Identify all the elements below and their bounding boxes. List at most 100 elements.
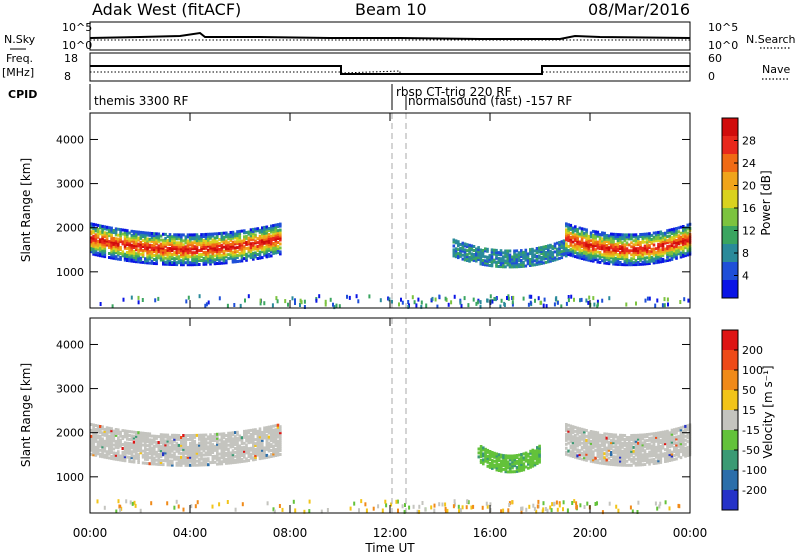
echo-cell bbox=[146, 261, 149, 265]
echo-cell bbox=[643, 240, 647, 244]
echo-cell bbox=[186, 457, 190, 461]
echo-cell bbox=[218, 456, 221, 460]
echo-cell bbox=[202, 441, 206, 445]
echo-cell bbox=[614, 455, 618, 459]
echo-cell bbox=[601, 239, 604, 243]
echo-cell bbox=[612, 463, 615, 467]
echo-cell bbox=[646, 435, 649, 438]
echo-cell bbox=[193, 241, 197, 245]
echo-cell bbox=[634, 435, 638, 439]
echo-cell bbox=[686, 452, 690, 455]
echo-cell bbox=[191, 245, 194, 249]
echo-cell bbox=[153, 434, 156, 438]
echo-cell bbox=[254, 455, 257, 459]
echo-cell bbox=[213, 456, 217, 460]
echo-cell bbox=[258, 429, 262, 433]
echo-cell bbox=[630, 235, 633, 239]
echo-cell bbox=[682, 238, 685, 242]
echo-cell bbox=[123, 455, 127, 459]
echo-cell bbox=[236, 442, 239, 446]
echo-cell bbox=[659, 433, 663, 437]
echo-cell bbox=[189, 445, 192, 449]
echo-cell bbox=[294, 301, 296, 305]
echo-cell bbox=[137, 461, 140, 464]
echo-cell bbox=[202, 252, 206, 256]
colorbar-tick-label: 20 bbox=[742, 180, 756, 193]
echo-cell bbox=[153, 462, 156, 466]
echo-cell bbox=[551, 255, 555, 259]
echo-cell bbox=[267, 246, 271, 250]
echo-cell bbox=[243, 235, 246, 239]
echo-cell bbox=[191, 235, 194, 239]
echo-cell bbox=[218, 232, 221, 236]
echo-cell bbox=[108, 456, 111, 460]
echo-cell bbox=[202, 258, 206, 262]
echo-cell bbox=[200, 441, 203, 445]
echo-cell bbox=[630, 447, 633, 451]
echo-cell bbox=[664, 458, 667, 461]
echo-cell bbox=[551, 257, 555, 261]
echo-cell bbox=[245, 433, 248, 437]
echo-cell bbox=[177, 241, 181, 245]
echo-cell bbox=[502, 263, 505, 267]
echo-cell bbox=[580, 427, 584, 431]
echo-cell bbox=[477, 250, 480, 253]
echo-cell bbox=[603, 245, 606, 249]
echo-cell bbox=[677, 252, 681, 256]
echo-cell bbox=[621, 449, 624, 453]
echo-cell bbox=[108, 430, 111, 434]
echo-cell bbox=[90, 428, 93, 432]
echo-cell bbox=[132, 236, 136, 239]
echo-cell bbox=[274, 233, 278, 237]
echo-cell bbox=[94, 227, 98, 231]
echo-cell bbox=[204, 240, 208, 244]
echo-cell bbox=[661, 234, 665, 238]
echo-cell bbox=[598, 235, 602, 239]
echo-cell bbox=[225, 259, 228, 263]
echo-cell bbox=[664, 251, 667, 255]
echo-cell bbox=[682, 439, 685, 443]
echo-cell bbox=[272, 428, 275, 432]
echo-cell bbox=[569, 436, 573, 440]
echo-cell bbox=[204, 236, 208, 240]
echo-cell bbox=[515, 459, 519, 463]
echo-cell bbox=[637, 455, 640, 459]
echo-cell bbox=[231, 443, 235, 447]
colorbar-segment bbox=[722, 490, 738, 511]
echo-cell bbox=[457, 244, 460, 248]
echo-cell bbox=[625, 249, 629, 253]
echo-cell bbox=[659, 252, 663, 256]
echo-cell bbox=[623, 463, 627, 467]
echo-cell bbox=[168, 451, 172, 455]
echo-cell bbox=[236, 444, 239, 448]
echo-cell bbox=[574, 453, 577, 457]
echo-cell bbox=[222, 255, 226, 259]
echo-cell bbox=[655, 259, 658, 263]
echo-cell bbox=[684, 242, 687, 246]
echo-cell bbox=[532, 503, 535, 508]
echo-cell bbox=[603, 231, 606, 235]
echo-cell bbox=[576, 241, 579, 245]
echo-cell bbox=[497, 469, 501, 472]
noise-tick-top-left: 10^5 bbox=[62, 21, 92, 34]
echo-cell bbox=[159, 248, 163, 252]
echo-cell bbox=[272, 438, 275, 442]
echo-cell bbox=[155, 440, 158, 444]
echo-cell bbox=[168, 254, 172, 258]
echo-cell bbox=[655, 451, 658, 455]
echo-cell bbox=[661, 430, 665, 434]
echo-cell bbox=[634, 449, 638, 453]
echo-cell bbox=[159, 254, 163, 258]
echo-cell bbox=[162, 445, 165, 449]
echo-cell bbox=[529, 451, 532, 455]
echo-cell bbox=[125, 499, 128, 504]
echo-cell bbox=[625, 449, 629, 453]
echo-cell bbox=[490, 262, 494, 266]
echo-cell bbox=[479, 445, 483, 448]
echo-cell bbox=[682, 425, 685, 429]
echo-cell bbox=[543, 297, 546, 302]
echo-cell bbox=[105, 432, 109, 436]
echo-cell bbox=[171, 257, 174, 260]
echo-cell bbox=[617, 508, 620, 513]
echo-cell bbox=[123, 435, 127, 439]
